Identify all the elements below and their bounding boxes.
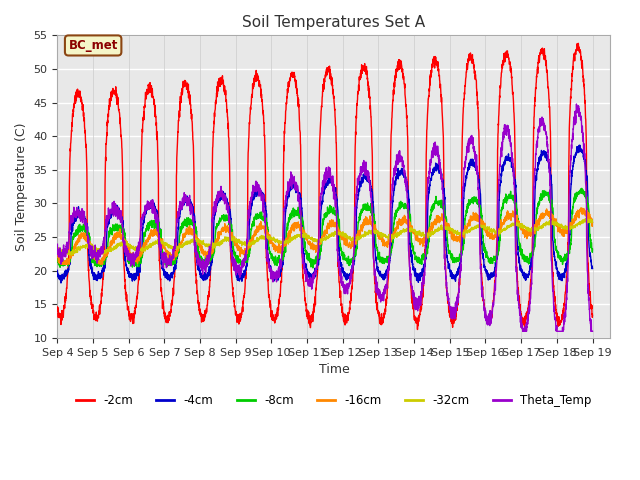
- -4cm: [57, 280, 65, 286]
- -2cm: [282, 108, 290, 114]
- -32cm: [259, 234, 267, 240]
- Theta_Temp: [573, 101, 580, 107]
- X-axis label: Time: Time: [319, 363, 349, 376]
- Theta_Temp: [589, 328, 596, 334]
- Legend: -2cm, -4cm, -8cm, -16cm, -32cm, Theta_Temp: -2cm, -4cm, -8cm, -16cm, -32cm, Theta_Te…: [71, 389, 596, 412]
- -8cm: [115, 225, 122, 230]
- Theta_Temp: [115, 204, 122, 210]
- Theta_Temp: [579, 123, 586, 129]
- -32cm: [582, 216, 590, 221]
- -2cm: [589, 312, 596, 318]
- -8cm: [54, 253, 61, 259]
- -4cm: [259, 190, 267, 196]
- -16cm: [282, 243, 290, 249]
- -4cm: [282, 203, 290, 208]
- -16cm: [521, 229, 529, 235]
- -4cm: [579, 150, 586, 156]
- -2cm: [579, 60, 586, 66]
- -4cm: [576, 142, 584, 148]
- -2cm: [54, 304, 61, 310]
- -16cm: [54, 248, 61, 254]
- -32cm: [579, 218, 586, 224]
- Line: Theta_Temp: Theta_Temp: [58, 104, 593, 331]
- Y-axis label: Soil Temperature (C): Soil Temperature (C): [15, 122, 28, 251]
- -32cm: [115, 243, 122, 249]
- Line: -4cm: -4cm: [58, 145, 593, 283]
- Theta_Temp: [147, 204, 154, 209]
- -16cm: [115, 233, 122, 239]
- -2cm: [413, 326, 421, 332]
- Line: -2cm: -2cm: [58, 43, 593, 329]
- Theta_Temp: [521, 327, 529, 333]
- -8cm: [282, 243, 290, 249]
- -16cm: [579, 206, 586, 212]
- Line: -8cm: -8cm: [58, 188, 593, 268]
- Title: Soil Temperatures Set A: Soil Temperatures Set A: [243, 15, 426, 30]
- -2cm: [115, 105, 122, 110]
- -8cm: [309, 265, 317, 271]
- Theta_Temp: [259, 191, 266, 197]
- -2cm: [259, 104, 266, 110]
- -8cm: [259, 214, 266, 220]
- -32cm: [282, 240, 290, 246]
- Theta_Temp: [282, 195, 290, 201]
- Line: -16cm: -16cm: [58, 208, 593, 264]
- -4cm: [54, 267, 61, 273]
- -4cm: [147, 201, 154, 206]
- -32cm: [54, 245, 61, 251]
- -8cm: [579, 191, 586, 196]
- -4cm: [521, 276, 529, 282]
- -32cm: [589, 219, 596, 225]
- -16cm: [58, 261, 65, 267]
- -16cm: [577, 205, 584, 211]
- Theta_Temp: [519, 328, 527, 334]
- -32cm: [147, 240, 154, 246]
- Text: BC_met: BC_met: [68, 39, 118, 52]
- -16cm: [259, 224, 267, 229]
- -32cm: [521, 224, 529, 229]
- -16cm: [589, 219, 596, 225]
- -2cm: [521, 324, 529, 330]
- -16cm: [147, 231, 154, 237]
- -2cm: [575, 40, 582, 46]
- -32cm: [67, 252, 75, 258]
- -8cm: [589, 246, 596, 252]
- -4cm: [115, 209, 122, 215]
- -4cm: [589, 265, 596, 271]
- -8cm: [147, 218, 154, 224]
- -8cm: [521, 256, 529, 262]
- Theta_Temp: [54, 241, 61, 247]
- Line: -32cm: -32cm: [58, 218, 593, 255]
- -8cm: [578, 185, 586, 191]
- -2cm: [147, 85, 154, 91]
